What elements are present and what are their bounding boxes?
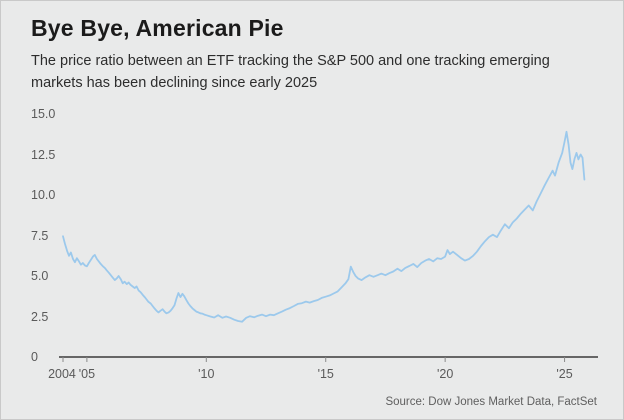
y-axis-label: 2.5 (31, 309, 49, 324)
y-axis-label: 5.0 (31, 269, 49, 283)
x-axis-label: '15 (317, 367, 334, 381)
x-axis-label: '20 (436, 367, 454, 381)
x-axis-start-year-label: 2004 (48, 367, 76, 381)
y-axis-label: 12.5 (31, 147, 56, 162)
price-ratio-line (62, 130, 586, 323)
source-credit: Source: Dow Jones Market Data, FactSet (385, 396, 597, 408)
chart-title: Bye Bye, American Pie (31, 15, 284, 41)
y-axis-label: 7.5 (31, 228, 49, 243)
chart-subtitle: The price ratio between an ETF tracking … (31, 53, 550, 91)
x-axis-label: '25 (556, 367, 573, 381)
y-axis-label: 10.0 (31, 188, 56, 202)
y-axis-label: 15.0 (31, 107, 56, 121)
x-axis-label: '10 (198, 367, 215, 381)
x-axis-label: '05 (78, 367, 96, 381)
y-axis-label: 0 (31, 350, 38, 364)
